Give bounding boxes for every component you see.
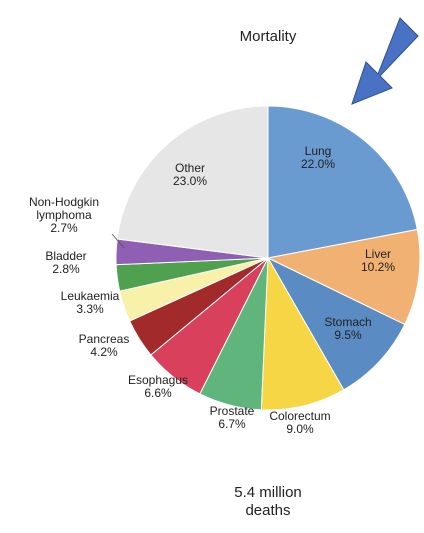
slice-value: 9.5% (334, 328, 362, 342)
pie-slice (266, 228, 421, 326)
slice-value: 10.2% (360, 260, 396, 274)
slice-name: Stomach (324, 315, 372, 329)
slice-label: Colorectum 9.0% (269, 410, 330, 436)
slice-name: Prostate (209, 404, 255, 418)
slice-name: Other (174, 161, 205, 175)
slice-name: Bladder (45, 249, 87, 263)
pie-slice (266, 256, 406, 391)
leader-line (111, 233, 125, 249)
arrow-decoration (351, 17, 419, 105)
slice-value: 9.0% (286, 422, 314, 436)
slice-label: Liver 10.2% (361, 248, 395, 274)
pie-slice (260, 256, 345, 411)
slices (115, 105, 421, 411)
slice-value: 22.0% (300, 157, 336, 171)
chart-title: Mortality (239, 28, 297, 45)
slice-label: Bladder 2.8% (45, 250, 86, 276)
slice-label: Prostate 6.7% (210, 405, 255, 431)
slice-name: Liver (364, 247, 391, 261)
slice-name: Lung (304, 144, 332, 158)
slice-label: Non-Hodgkin lymphoma 2.7% (24, 196, 104, 235)
pie-slice (116, 105, 269, 259)
slice-label: Other 23.0% (173, 162, 207, 188)
slice-value: 2.8% (52, 262, 80, 276)
slice-name: Esophagus (127, 373, 189, 387)
slice-value: 2.7% (50, 221, 78, 235)
slice-label: Pancreas 4.2% (79, 333, 130, 359)
slice-name: Colorectum (269, 409, 331, 423)
pie-slice (267, 105, 418, 259)
slice-value: 6.6% (144, 386, 172, 400)
slice-value: 6.7% (218, 417, 246, 431)
slice-value: 3.3% (76, 302, 104, 316)
slice-name: Leukaemia (60, 289, 120, 303)
slice-label: Esophagus 6.6% (128, 374, 188, 400)
slice-label: Leukaemia 3.3% (61, 290, 120, 316)
slice-name: Pancreas (78, 332, 130, 346)
slice-label: Stomach 9.5% (324, 316, 371, 342)
slice-label: Lung 22.0% (301, 145, 335, 171)
slice-name: Non-Hodgkin lymphoma (28, 195, 100, 222)
chart-subtitle: 5.4 million deaths (234, 484, 302, 519)
slice-value: 4.2% (90, 345, 118, 359)
slice-value: 23.0% (172, 174, 208, 188)
